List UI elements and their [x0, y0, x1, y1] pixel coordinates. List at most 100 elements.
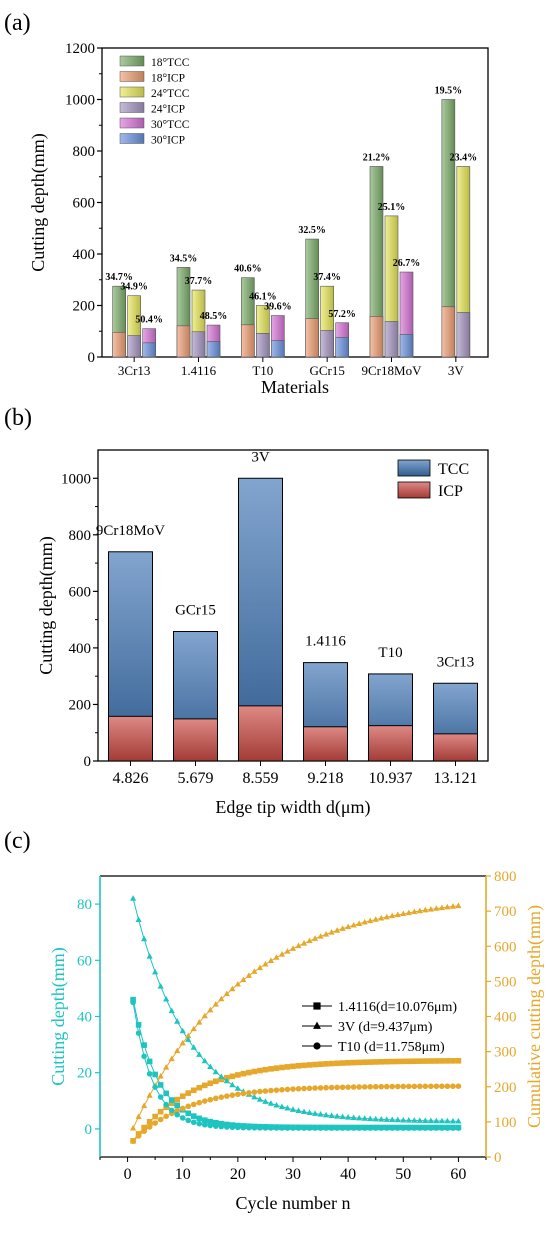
marker-circle — [306, 1125, 313, 1131]
marker-triangle — [345, 1113, 352, 1120]
ratio-label: 48.5% — [200, 311, 228, 322]
marker-square — [301, 1062, 307, 1069]
bar-icp — [369, 316, 384, 358]
marker-triangle — [449, 1117, 456, 1124]
bar-material-label: GCr15 — [175, 603, 216, 619]
marker-square — [168, 1100, 175, 1107]
marker-circle — [224, 1124, 230, 1130]
x-axis-label: Materials — [261, 377, 329, 397]
marker-square — [389, 1058, 396, 1065]
marker-circle — [174, 1108, 180, 1114]
marker-circle — [201, 1098, 208, 1104]
marker-square — [130, 996, 136, 1003]
legend-label: T10 (d=11.758μm) — [338, 1040, 445, 1055]
marker-square — [273, 1065, 280, 1071]
marker-square — [439, 1058, 445, 1064]
ratio-label: 37.4% — [313, 272, 341, 283]
marker-triangle — [444, 903, 451, 910]
marker-circle — [400, 1083, 407, 1090]
marker-triangle — [394, 1116, 401, 1123]
legend-swatch — [397, 459, 431, 477]
ratio-label: 32.5% — [298, 225, 326, 236]
marker-circle — [450, 1125, 456, 1131]
marker-circle — [417, 1083, 423, 1090]
ratio-label: 34.7% — [105, 272, 133, 283]
bar-icp — [241, 324, 255, 358]
ratio-label: 50.4% — [135, 315, 163, 326]
marker-circle — [444, 1083, 451, 1090]
marker-triangle — [185, 1032, 192, 1039]
marker-circle — [383, 1125, 390, 1131]
marker-triangle — [289, 1106, 297, 1112]
marker-circle — [152, 1084, 158, 1090]
marker-square — [433, 1058, 440, 1064]
marker-circle — [317, 1085, 324, 1091]
marker-circle — [207, 1096, 214, 1103]
marker-triangle — [190, 1025, 197, 1032]
marker-triangle — [229, 985, 236, 992]
marker-circle — [378, 1083, 385, 1090]
marker-square — [411, 1058, 418, 1065]
marker-circle — [295, 1125, 302, 1131]
y-tick-label: 0 — [85, 1122, 93, 1138]
marker-circle — [268, 1087, 274, 1094]
x-tick-label: 5.679 — [178, 770, 214, 787]
ratio-label: 57.2% — [328, 309, 356, 320]
marker-circle — [229, 1124, 236, 1131]
marker-circle — [372, 1083, 379, 1090]
marker-triangle — [300, 1108, 308, 1115]
marker-triangle — [306, 937, 313, 944]
x-axis-label: Cycle number n — [236, 1193, 351, 1213]
legend-label: 18°TCC — [151, 57, 190, 69]
marker-triangle — [245, 972, 252, 978]
marker-square — [279, 1064, 285, 1071]
marker-square — [196, 1084, 203, 1091]
marker-circle — [185, 1117, 192, 1124]
y-tick-label: 400 — [69, 641, 92, 657]
marker-circle — [367, 1125, 374, 1131]
marker-triangle — [361, 918, 368, 925]
marker-circle — [163, 1101, 169, 1108]
marker-square — [157, 1082, 164, 1088]
legend-label: 1.4116(d=10.076μm) — [338, 1000, 457, 1015]
marker-square — [163, 1090, 169, 1097]
marker-square — [350, 1059, 357, 1066]
marker-square — [455, 1058, 462, 1064]
x-axis-label: Edge tip width d(μm) — [215, 797, 370, 818]
marker-triangle — [256, 1096, 263, 1102]
legend-label: 24°ICP — [151, 104, 185, 116]
marker-triangle — [295, 1107, 302, 1113]
ratio-label: 34.5% — [170, 253, 198, 264]
y-tick-label: 20 — [77, 1066, 92, 1082]
bar-icp — [384, 321, 399, 358]
marker-square — [240, 1070, 247, 1077]
y-tick-label: 200 — [69, 697, 92, 713]
marker-circle — [262, 1125, 269, 1131]
marker-triangle — [251, 968, 258, 974]
marker-circle — [207, 1122, 214, 1129]
marker-triangle — [405, 909, 412, 916]
marker-circle — [213, 1123, 219, 1129]
bar-icp — [305, 318, 319, 358]
marker-triangle — [212, 1001, 219, 1007]
marker-triangle — [350, 921, 357, 928]
marker-circle — [152, 1120, 158, 1126]
marker-square — [334, 1060, 340, 1067]
legend-swatch — [119, 55, 145, 67]
marker-square — [400, 1058, 407, 1065]
marker-circle — [179, 1105, 186, 1112]
marker-triangle — [190, 1044, 197, 1050]
marker-triangle — [273, 954, 280, 960]
y-axis-label: Cutting depth(mm) — [36, 536, 57, 675]
chart-b: 0 200 400 600 800 1000 Cutting depth(mm) Edge t… — [36, 449, 489, 818]
marker-square — [201, 1117, 208, 1123]
y-tick-label: 1000 — [61, 471, 91, 487]
marker-circle — [345, 1125, 351, 1131]
marker-square — [339, 1060, 346, 1066]
marker-circle — [411, 1125, 418, 1131]
marker-circle — [334, 1084, 340, 1091]
marker-triangle — [400, 910, 407, 917]
marker-square — [450, 1058, 456, 1064]
marker-circle — [157, 1094, 164, 1100]
marker-circle — [411, 1083, 418, 1090]
